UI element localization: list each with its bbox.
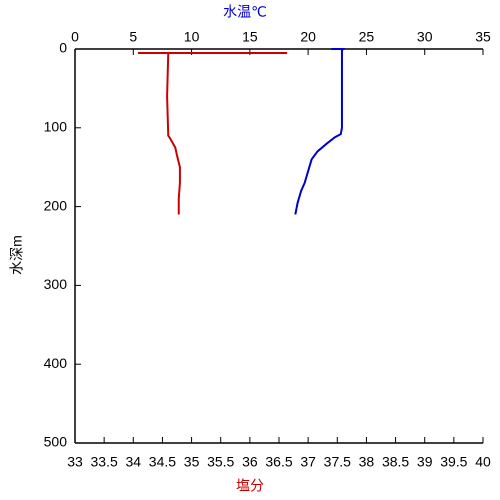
x-tick-label: 34.5 <box>149 454 176 470</box>
y-tick-label: 200 <box>44 197 68 213</box>
x-tick-label: 37 <box>300 454 316 470</box>
x-tick-label: 39 <box>417 454 433 470</box>
x2-tick-label: 35 <box>475 29 491 45</box>
x-tick-label: 39.5 <box>440 454 467 470</box>
x2-tick-label: 10 <box>184 29 200 45</box>
x-tick-label: 33 <box>67 454 83 470</box>
x-tick-label: 38.5 <box>382 454 409 470</box>
x-tick-label: 35.5 <box>207 454 234 470</box>
x2-tick-label: 25 <box>359 29 375 45</box>
y-axis-label: 水深m <box>9 235 25 275</box>
y-tick-label: 500 <box>44 434 68 450</box>
x2-tick-label: 5 <box>129 29 137 45</box>
x-tick-label: 40 <box>475 454 491 470</box>
x-tick-label: 36.5 <box>265 454 292 470</box>
x2-tick-label: 0 <box>71 29 79 45</box>
x2-tick-label: 20 <box>300 29 316 45</box>
x2-tick-label: 30 <box>417 29 433 45</box>
x-tick-label: 33.5 <box>91 454 118 470</box>
x-tick-label: 38 <box>359 454 375 470</box>
x-tick-label: 35 <box>184 454 200 470</box>
bottom-axis-label: 塩分 <box>236 478 264 494</box>
profile-line <box>137 51 288 215</box>
profile-line <box>294 48 346 215</box>
y-tick-label: 0 <box>59 40 67 56</box>
y-tick-label: 400 <box>44 355 68 371</box>
x-tick-label: 37.5 <box>324 454 351 470</box>
x-tick-label: 34 <box>125 454 141 470</box>
top-axis-label: 水温℃ <box>223 4 267 20</box>
y-tick-label: 300 <box>44 276 68 292</box>
y-tick-label: 100 <box>44 119 68 135</box>
x2-tick-label: 15 <box>242 29 258 45</box>
x-tick-label: 36 <box>242 454 258 470</box>
